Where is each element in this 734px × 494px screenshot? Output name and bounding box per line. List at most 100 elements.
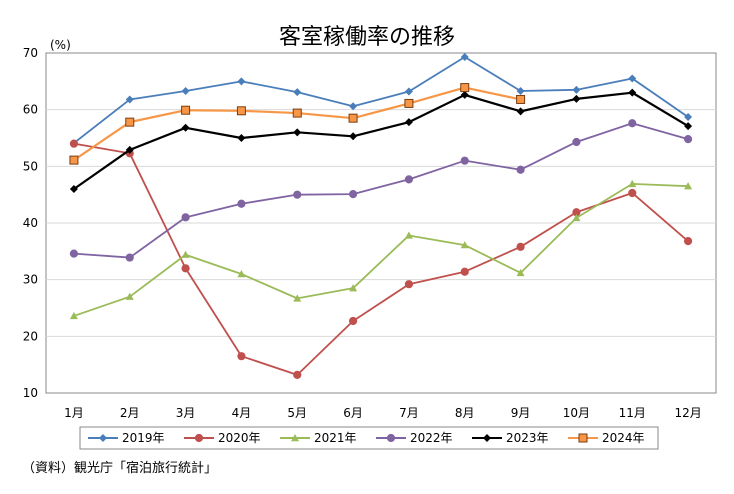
data-point — [516, 268, 525, 277]
data-point — [516, 94, 526, 104]
data-point — [404, 118, 413, 127]
series-2024年 — [69, 83, 526, 165]
data-point — [572, 85, 581, 94]
series-line — [73, 56, 689, 144]
series-line — [73, 182, 689, 317]
data-point — [69, 155, 79, 165]
legend-label: 2024年 — [602, 431, 645, 445]
data-point — [404, 98, 414, 108]
y-tick-label: 20 — [23, 329, 38, 343]
data-point — [236, 106, 246, 116]
data-point — [69, 185, 78, 193]
series-line — [73, 122, 689, 259]
data-point — [292, 108, 302, 118]
legend-item: 2022年 — [376, 431, 453, 445]
data-point — [69, 139, 79, 148]
y-tick-label: 10 — [23, 386, 38, 400]
legend: 2019年 2020年 2021年 2022年 2023年 2024年 — [79, 426, 659, 450]
data-point — [293, 294, 302, 302]
data-point — [404, 231, 413, 239]
legend-marker — [291, 434, 299, 442]
legend-label: 2019年 — [122, 431, 165, 445]
data-point — [293, 190, 302, 199]
x-tick-label: 5月 — [287, 406, 307, 420]
data-point — [237, 199, 246, 208]
data-point — [628, 188, 637, 198]
data-point — [628, 179, 637, 188]
data-point — [349, 102, 358, 111]
data-point — [69, 249, 79, 258]
data-point — [181, 264, 190, 273]
data-point — [237, 270, 246, 278]
data-point — [684, 113, 693, 122]
legend-marker — [99, 434, 107, 442]
data-point — [237, 352, 246, 361]
data-point — [125, 145, 134, 154]
legend-label: 2023年 — [506, 431, 549, 445]
y-axis-unit: (%) — [50, 38, 71, 52]
x-tick-label: 7月 — [399, 406, 419, 420]
legend-item: 2023年 — [472, 431, 549, 445]
legend-item: 2019年 — [88, 431, 165, 445]
data-point — [404, 280, 414, 289]
series-2020年 — [69, 139, 693, 379]
data-point — [125, 117, 135, 127]
data-point — [683, 135, 693, 144]
data-point — [404, 87, 413, 96]
x-tick-label: 8月 — [455, 406, 475, 420]
data-point — [516, 107, 525, 116]
legend-marker — [386, 433, 396, 443]
x-tick-label: 10月 — [563, 406, 590, 420]
data-point — [628, 74, 637, 83]
data-point — [348, 113, 358, 123]
plot-area: 10 20 30 40 50 60 70 1月 2月 3月 4月 5月 6月 7月 8月 9月 10月 11月 12… — [23, 46, 717, 420]
data-point — [293, 88, 302, 97]
data-point — [572, 137, 581, 147]
data-point — [181, 213, 190, 222]
data-point — [460, 241, 469, 249]
series-line — [73, 142, 689, 376]
data-point — [349, 284, 358, 292]
x-tick-label: 6月 — [343, 406, 363, 420]
legend-label: 2020年 — [218, 431, 261, 445]
data-point — [628, 119, 637, 128]
data-point — [684, 122, 693, 131]
y-tick-label: 30 — [23, 273, 38, 287]
x-tick-label: 11月 — [619, 406, 646, 420]
legend-item: 2020年 — [184, 431, 261, 445]
x-tick-label: 2月 — [120, 406, 140, 420]
data-point — [404, 175, 414, 184]
data-point — [125, 95, 134, 104]
data-point — [460, 90, 469, 99]
legend-label: 2021年 — [314, 431, 357, 445]
data-point — [349, 132, 358, 141]
data-point — [293, 128, 302, 137]
x-tick-label: 4月 — [232, 406, 252, 420]
y-tick-label: 70 — [23, 46, 38, 60]
y-tick-label: 50 — [23, 159, 38, 173]
data-point — [684, 182, 693, 190]
data-point — [460, 267, 469, 276]
data-point — [572, 94, 581, 103]
data-point — [237, 134, 246, 142]
data-point — [516, 165, 525, 174]
legend-marker — [483, 434, 491, 442]
series-2022年 — [69, 119, 693, 262]
data-point — [69, 311, 78, 320]
data-point — [237, 77, 246, 86]
source-note: （資料）観光庁「宿泊旅行統計」 — [22, 461, 218, 476]
series-2023年 — [69, 88, 693, 193]
data-point — [293, 370, 302, 379]
chart-title: 客室稼働率の推移 — [279, 25, 455, 50]
x-tick-label: 12月 — [674, 406, 701, 420]
data-point — [125, 292, 134, 300]
x-tick-label: 3月 — [176, 406, 196, 420]
data-point — [348, 190, 358, 199]
legend-item: 2021年 — [280, 431, 357, 445]
data-point — [460, 156, 469, 165]
data-point — [181, 86, 190, 95]
data-point — [572, 213, 581, 222]
series-2021年 — [69, 179, 693, 320]
data-point — [516, 86, 525, 95]
